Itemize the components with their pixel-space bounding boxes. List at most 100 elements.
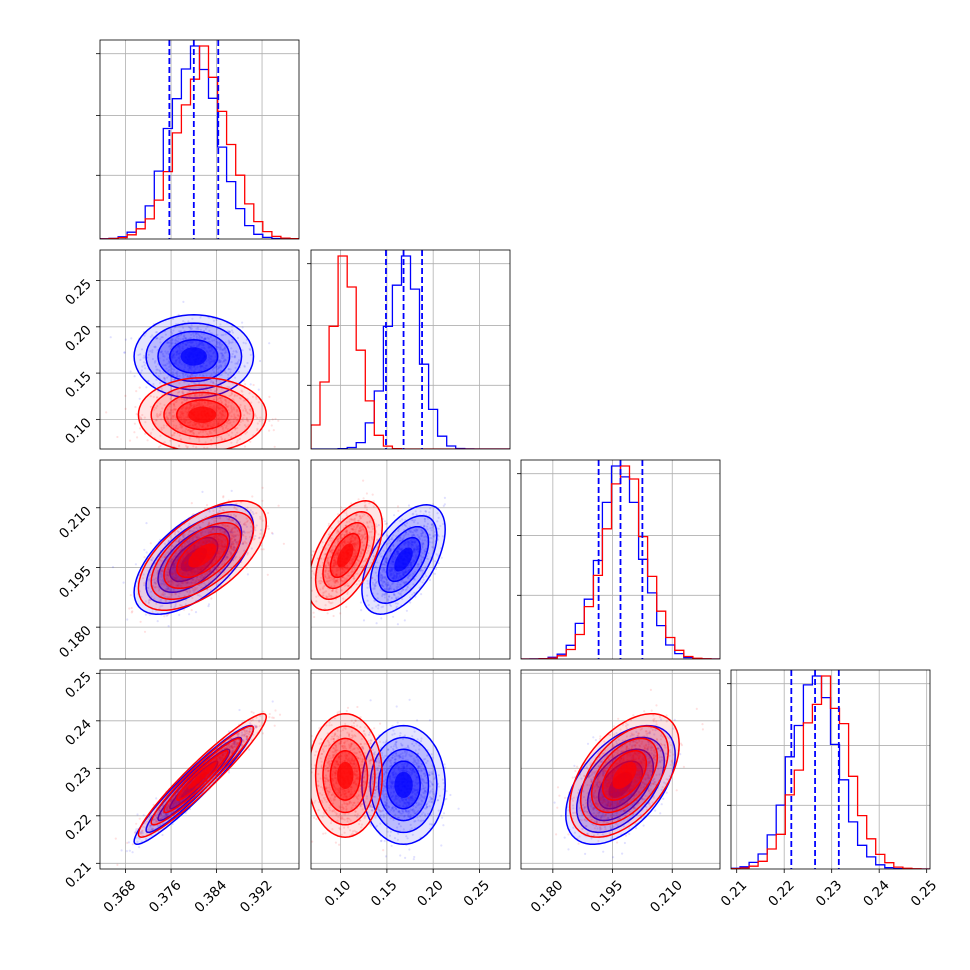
scatter-point bbox=[138, 386, 141, 389]
scatter-point bbox=[185, 419, 188, 422]
scatter-point bbox=[258, 536, 261, 540]
scatter-point bbox=[243, 407, 247, 410]
scatter-point bbox=[255, 395, 258, 399]
scatter-point bbox=[201, 425, 204, 428]
scatter-point bbox=[199, 576, 202, 579]
scatter-point bbox=[184, 421, 187, 424]
scatter-point bbox=[207, 356, 210, 359]
scatter-point bbox=[190, 502, 193, 505]
scatter-point bbox=[161, 336, 164, 339]
scatter-point bbox=[170, 356, 173, 359]
scatter-point bbox=[204, 541, 207, 544]
scatter-point bbox=[230, 436, 233, 439]
scatter-point bbox=[232, 534, 235, 537]
scatter-point bbox=[172, 353, 175, 357]
scatter-point bbox=[437, 562, 440, 565]
scatter-point bbox=[173, 576, 176, 579]
scatter-point bbox=[187, 573, 190, 576]
scatter-point bbox=[128, 439, 132, 442]
scatter-point bbox=[178, 361, 181, 364]
scatter-point bbox=[243, 405, 246, 408]
scatter-point bbox=[168, 360, 171, 364]
scatter-point bbox=[190, 373, 193, 376]
scatter-point bbox=[215, 555, 218, 558]
scatter-point bbox=[168, 411, 171, 414]
scatter-point bbox=[204, 441, 207, 444]
scatter-point bbox=[225, 405, 229, 408]
scatter-point bbox=[243, 414, 246, 417]
scatter-point bbox=[134, 405, 137, 409]
scatter-point bbox=[164, 364, 167, 367]
scatter-point bbox=[222, 548, 225, 551]
scatter-point bbox=[174, 426, 178, 430]
scatter-point bbox=[235, 410, 238, 413]
scatter-point bbox=[200, 577, 203, 581]
scatter-point bbox=[218, 348, 222, 351]
scatter-point bbox=[188, 581, 191, 585]
scatter-point bbox=[180, 581, 183, 585]
scatter-point bbox=[220, 437, 223, 440]
scatter-point bbox=[217, 552, 220, 555]
scatter-point bbox=[211, 527, 214, 530]
scatter-point bbox=[218, 361, 222, 364]
scatter-point bbox=[188, 538, 191, 541]
scatter-point bbox=[197, 437, 201, 440]
scatter-point bbox=[223, 423, 226, 426]
scatter-point bbox=[201, 566, 204, 569]
scatter-point bbox=[192, 332, 195, 335]
scatter-point bbox=[230, 394, 233, 397]
scatter-point bbox=[188, 365, 191, 368]
scatter-point bbox=[184, 418, 187, 421]
scatter-point bbox=[236, 336, 240, 340]
scatter-point bbox=[185, 407, 188, 410]
scatter-point bbox=[172, 566, 175, 569]
scatter-point bbox=[243, 424, 246, 427]
scatter-point bbox=[170, 417, 173, 420]
scatter-point bbox=[225, 400, 228, 403]
scatter-point bbox=[220, 413, 223, 416]
scatter-point bbox=[186, 397, 189, 400]
scatter-point bbox=[200, 394, 203, 397]
scatter-point bbox=[151, 611, 154, 614]
scatter-point bbox=[185, 406, 188, 409]
scatter-point bbox=[375, 622, 378, 625]
scatter-point bbox=[203, 564, 206, 567]
scatter-point bbox=[137, 353, 140, 357]
scatter-point bbox=[156, 368, 159, 371]
scatter-point bbox=[190, 397, 193, 400]
scatter-point bbox=[192, 374, 195, 377]
scatter-point bbox=[193, 369, 196, 372]
scatter-point bbox=[227, 401, 230, 404]
scatter-point bbox=[222, 348, 225, 351]
scatter-point bbox=[224, 362, 227, 365]
scatter-point bbox=[181, 372, 185, 376]
scatter-point bbox=[198, 402, 201, 405]
scatter-point bbox=[181, 430, 184, 433]
scatter-point bbox=[207, 394, 211, 397]
scatter-point bbox=[230, 543, 233, 546]
scatter-point bbox=[156, 413, 159, 416]
scatter-point bbox=[189, 326, 192, 329]
scatter-point bbox=[189, 529, 192, 533]
scatter-point bbox=[220, 401, 223, 404]
scatter-point bbox=[153, 361, 156, 364]
scatter-point bbox=[139, 353, 142, 356]
scatter-point bbox=[220, 364, 223, 368]
scatter-point bbox=[154, 365, 158, 368]
scatter-point bbox=[181, 412, 184, 415]
scatter-point bbox=[222, 349, 225, 352]
scatter-point bbox=[207, 397, 210, 400]
scatter-point bbox=[217, 407, 220, 410]
scatter-point bbox=[175, 361, 178, 364]
scatter-point bbox=[190, 430, 193, 433]
scatter-point bbox=[173, 403, 176, 406]
scatter-point bbox=[192, 432, 195, 435]
scatter-point bbox=[166, 596, 169, 599]
scatter-point bbox=[212, 360, 215, 363]
scatter-point bbox=[159, 402, 162, 405]
scatter-point bbox=[195, 446, 198, 449]
scatter-point bbox=[195, 576, 198, 579]
scatter-point bbox=[179, 350, 182, 353]
scatter-point bbox=[168, 341, 171, 344]
scatter-point bbox=[148, 613, 151, 616]
